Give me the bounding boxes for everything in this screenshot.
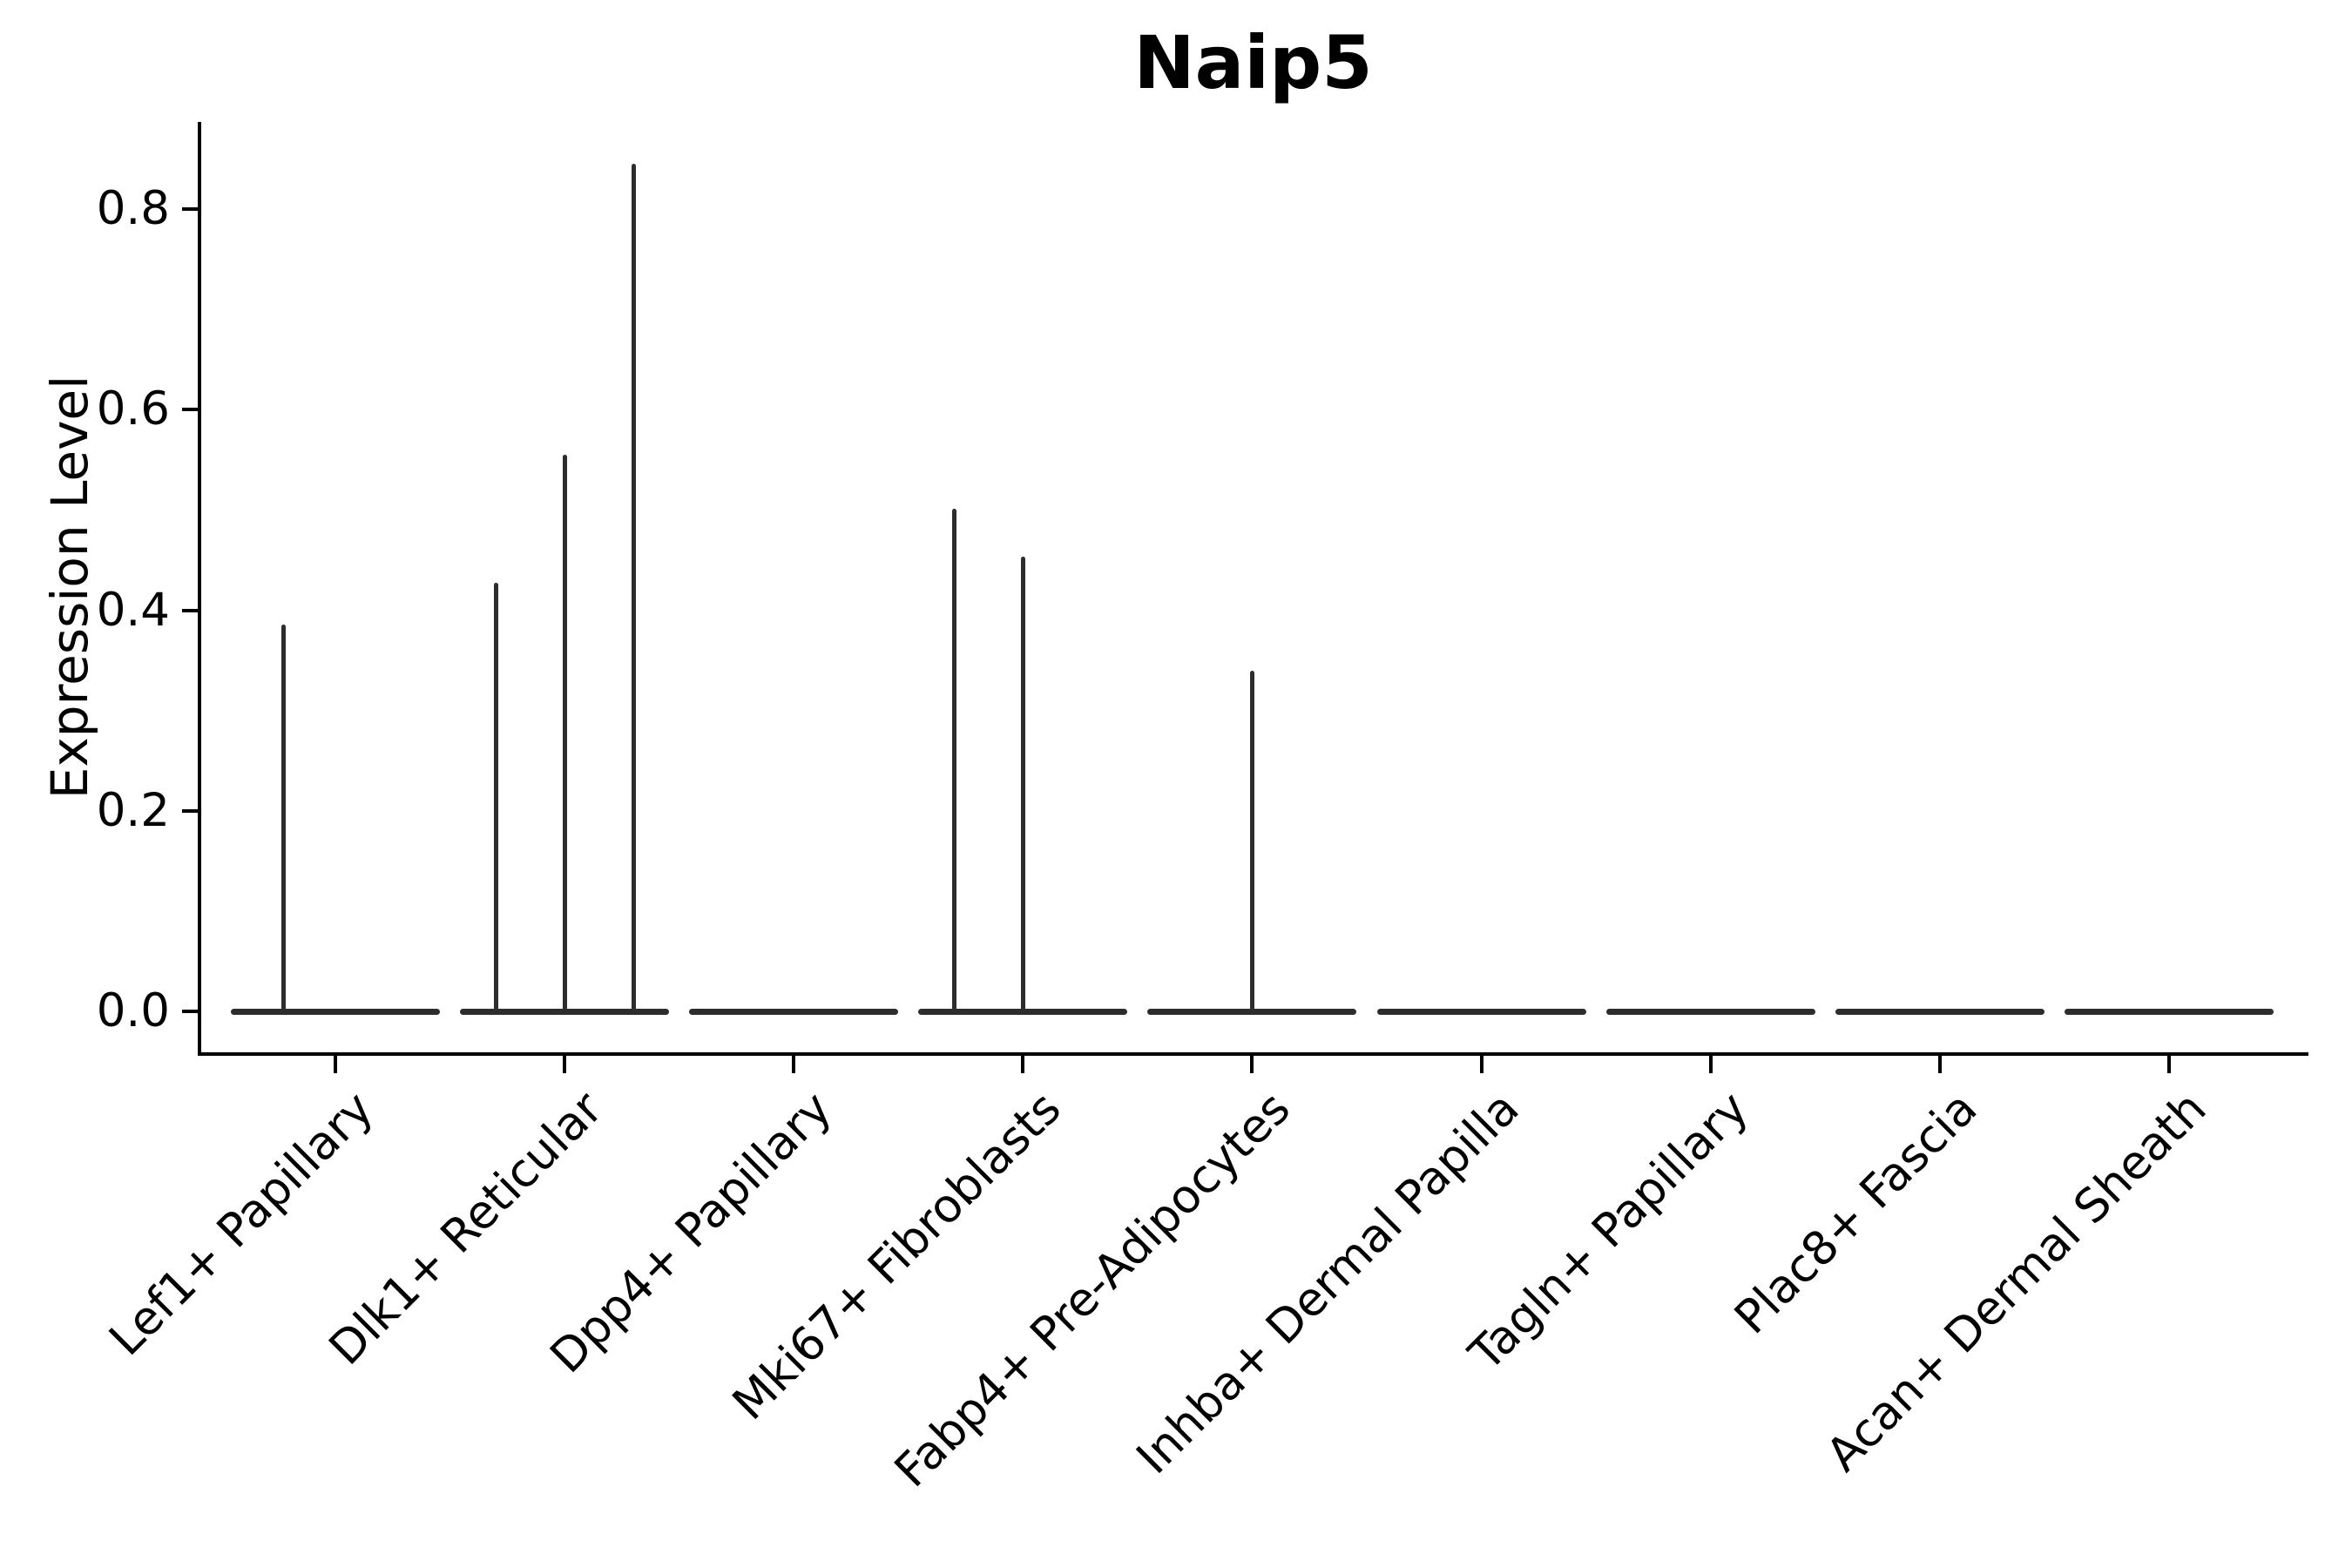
y-axis-spine [198,122,201,1056]
violin-spike [493,583,498,1014]
violin-spike [631,164,636,1014]
y-tick-mark [182,207,198,211]
x-tick-mark [1021,1056,1025,1073]
violin-spike [951,509,956,1014]
y-tick-label: 0.2 [96,783,170,837]
x-tick-mark [1708,1056,1713,1073]
x-tick-label: Plac8+ Fascia [1725,1081,1988,1345]
y-tick-label: 0.0 [96,984,170,1037]
violin-baseline [1376,1009,1586,1015]
violin-baseline [2064,1009,2274,1015]
x-tick-mark [1937,1056,1942,1073]
chart-title: Naip5 [1133,20,1373,105]
y-tick-label: 0.6 [96,382,170,436]
violin-baseline [1605,1009,1815,1015]
x-tick-label: Fabp4+ Pre-Adipocytes [884,1081,1301,1498]
y-tick-label: 0.8 [96,182,170,235]
violin-baseline [231,1009,440,1015]
x-tick-mark [792,1056,796,1073]
x-tick-label: Inhba+ Dermal Papilla [1126,1081,1530,1484]
x-tick-mark [1479,1056,1484,1073]
x-tick-mark [2166,1056,2171,1073]
violin-baseline [1835,1009,2044,1015]
x-tick-mark [334,1056,337,1073]
y-tick-mark [182,408,198,412]
violin-spike [562,455,567,1014]
violin-spike [1249,670,1254,1014]
y-tick-mark [182,608,198,612]
x-tick-label: Acan+ Dermal Sheath [1816,1081,2217,1483]
violin-baseline [689,1009,899,1015]
x-axis-spine [198,1052,2308,1056]
violin-spike [281,624,287,1014]
y-tick-label: 0.4 [96,583,170,637]
x-tick-mark [1250,1056,1254,1073]
violin-spike [1020,557,1025,1014]
x-tick-mark [563,1056,567,1073]
y-tick-mark [182,1010,198,1013]
y-tick-mark [182,808,198,813]
